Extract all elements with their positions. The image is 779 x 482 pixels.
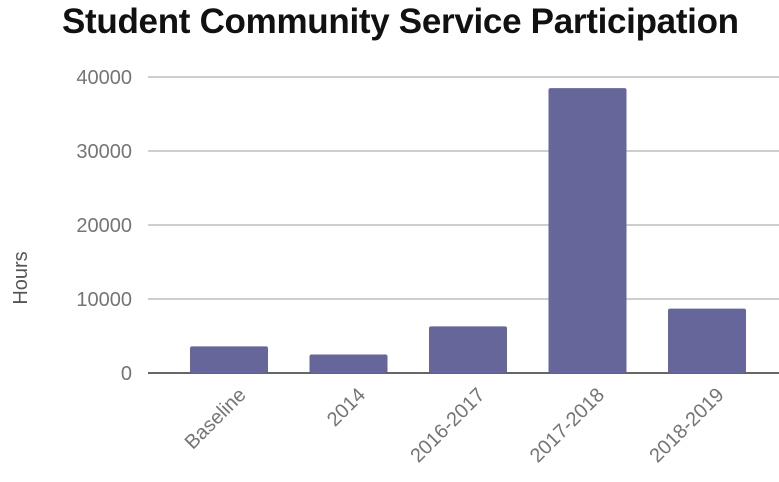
x-tick-label: Baseline: [181, 384, 251, 454]
bar-baseline: [190, 346, 268, 373]
y-axis-label: Hours: [10, 251, 32, 304]
bar-2017-2018: [548, 88, 627, 373]
bar-2014: [309, 354, 388, 373]
x-tick-label: 2016-2017: [406, 384, 489, 467]
y-tick-label: 40000: [76, 67, 132, 89]
y-tick-label: 30000: [76, 141, 132, 163]
bar-2016-2017: [429, 326, 507, 373]
bars: [190, 88, 746, 373]
y-tick-label: 20000: [76, 215, 132, 237]
bar-2018-2019: [668, 308, 746, 373]
y-tick-label: 10000: [76, 289, 132, 311]
y-tick-label: 0: [121, 363, 132, 385]
x-axis-ticks: Baseline 2014 2016-2017 2017-2018 2018-2019: [181, 384, 729, 467]
x-tick-label: 2018-2019: [645, 384, 728, 467]
x-tick-label: 2014: [323, 384, 370, 431]
x-tick-label: 2017-2018: [526, 384, 609, 467]
chart-title: Student Community Service Participation: [62, 2, 739, 41]
y-axis-ticks: 0 10000 20000 30000 40000: [76, 67, 132, 385]
